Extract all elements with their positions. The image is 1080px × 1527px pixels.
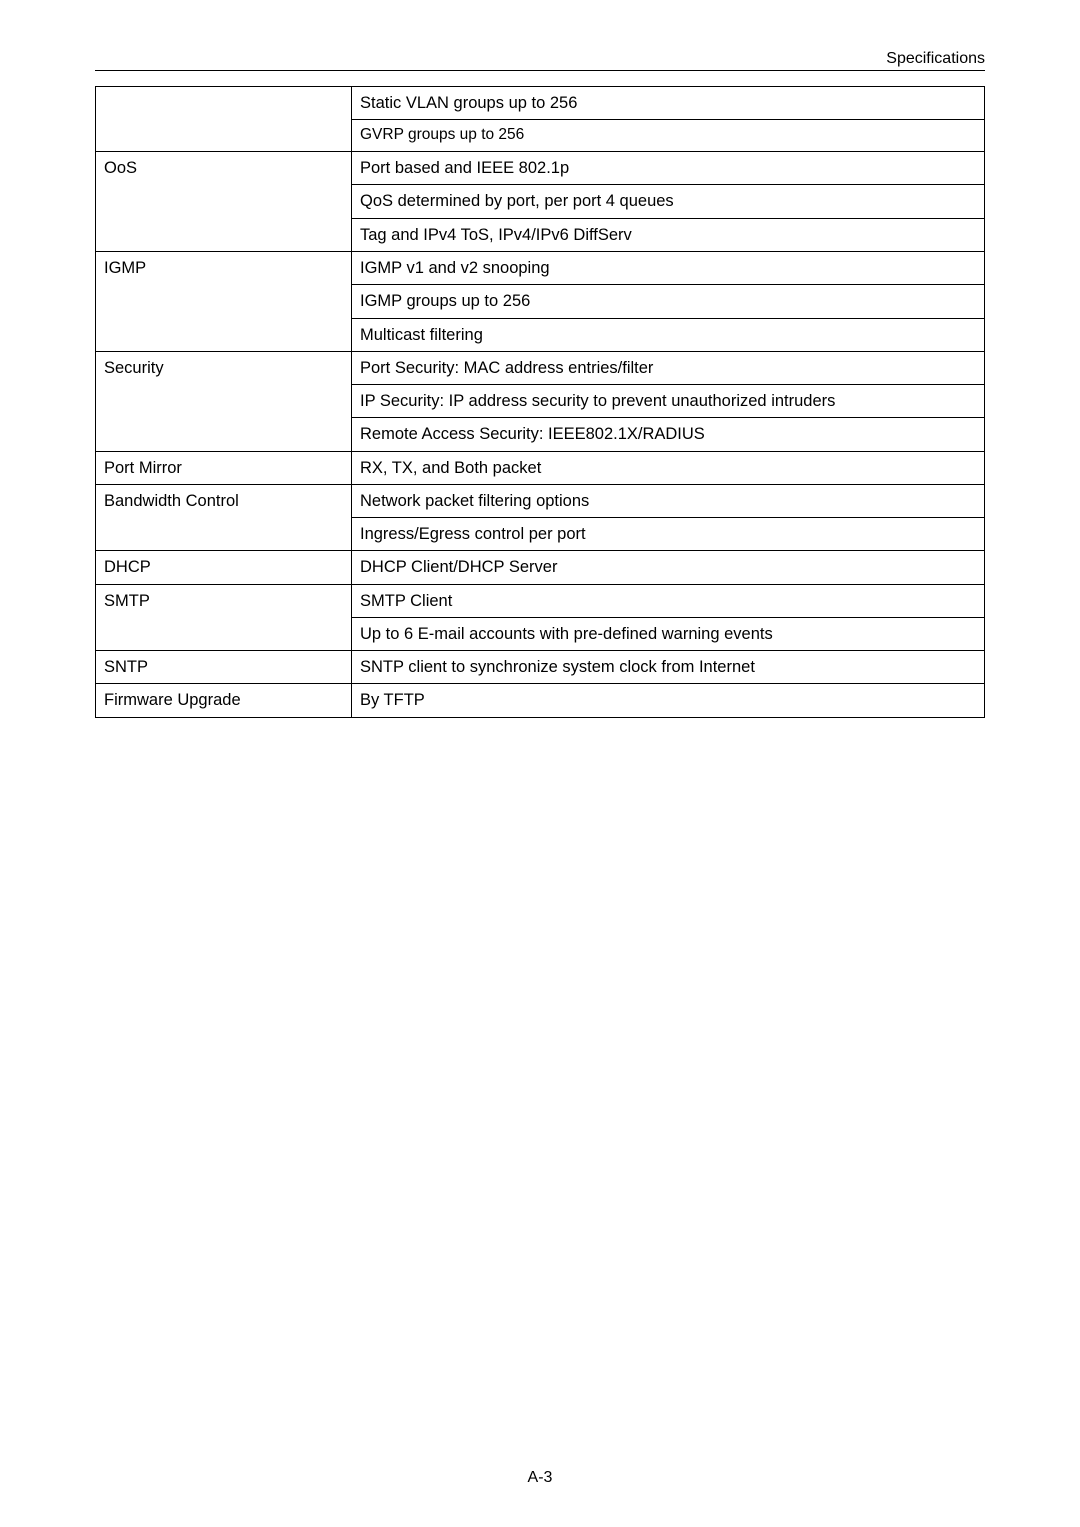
cell-value: By TFTP xyxy=(352,684,985,717)
cell-label: Port Mirror xyxy=(96,451,352,484)
cell-value: Tag and IPv4 ToS, IPv4/IPv6 DiffServ xyxy=(352,218,985,251)
cell-value: RX, TX, and Both packet xyxy=(352,451,985,484)
specifications-table: Static VLAN groups up to 256 GVRP groups… xyxy=(95,86,985,718)
cell-label: Bandwidth Control xyxy=(96,484,352,551)
cell-value: Network packet filtering options xyxy=(352,484,985,517)
table-row: Static VLAN groups up to 256 xyxy=(96,87,985,120)
table-row: IGMP IGMP v1 and v2 snooping xyxy=(96,251,985,284)
table-row: Firmware Upgrade By TFTP xyxy=(96,684,985,717)
cell-value: Remote Access Security: IEEE802.1X/RADIU… xyxy=(352,418,985,451)
cell-label: IGMP xyxy=(96,251,352,351)
cell-value: IP Security: IP address security to prev… xyxy=(352,385,985,418)
cell-label: DHCP xyxy=(96,551,352,584)
cell-value: SMTP Client xyxy=(352,584,985,617)
cell-value: Port based and IEEE 802.1p xyxy=(352,152,985,185)
cell-value: Multicast filtering xyxy=(352,318,985,351)
cell-label: SMTP xyxy=(96,584,352,651)
table-row: Port Mirror RX, TX, and Both packet xyxy=(96,451,985,484)
cell-label: SNTP xyxy=(96,651,352,684)
cell-value: IGMP v1 and v2 snooping xyxy=(352,251,985,284)
table-row: SNTP SNTP client to synchronize system c… xyxy=(96,651,985,684)
cell-value: GVRP groups up to 256 xyxy=(352,120,985,152)
cell-value: Port Security: MAC address entries/filte… xyxy=(352,351,985,384)
table-row: DHCP DHCP Client/DHCP Server xyxy=(96,551,985,584)
cell-value: SNTP client to synchronize system clock … xyxy=(352,651,985,684)
cell-label: Firmware Upgrade xyxy=(96,684,352,717)
cell-label: OoS xyxy=(96,152,352,252)
page-number: A-3 xyxy=(0,1469,1080,1487)
table-row: Bandwidth Control Network packet filteri… xyxy=(96,484,985,517)
cell-value: DHCP Client/DHCP Server xyxy=(352,551,985,584)
header-title: Specifications xyxy=(95,50,985,68)
cell-label: Security xyxy=(96,351,352,451)
header-divider: Specifications xyxy=(95,50,985,71)
cell-value: IGMP groups up to 256 xyxy=(352,285,985,318)
table-row: OoS Port based and IEEE 802.1p xyxy=(96,152,985,185)
table-row: SMTP SMTP Client xyxy=(96,584,985,617)
cell-value: QoS determined by port, per port 4 queue… xyxy=(352,185,985,218)
cell-value: Up to 6 E-mail accounts with pre-defined… xyxy=(352,617,985,650)
cell-value: Ingress/Egress control per port xyxy=(352,518,985,551)
cell-value: Static VLAN groups up to 256 xyxy=(352,87,985,120)
table-row: Security Port Security: MAC address entr… xyxy=(96,351,985,384)
cell-label xyxy=(96,87,352,152)
